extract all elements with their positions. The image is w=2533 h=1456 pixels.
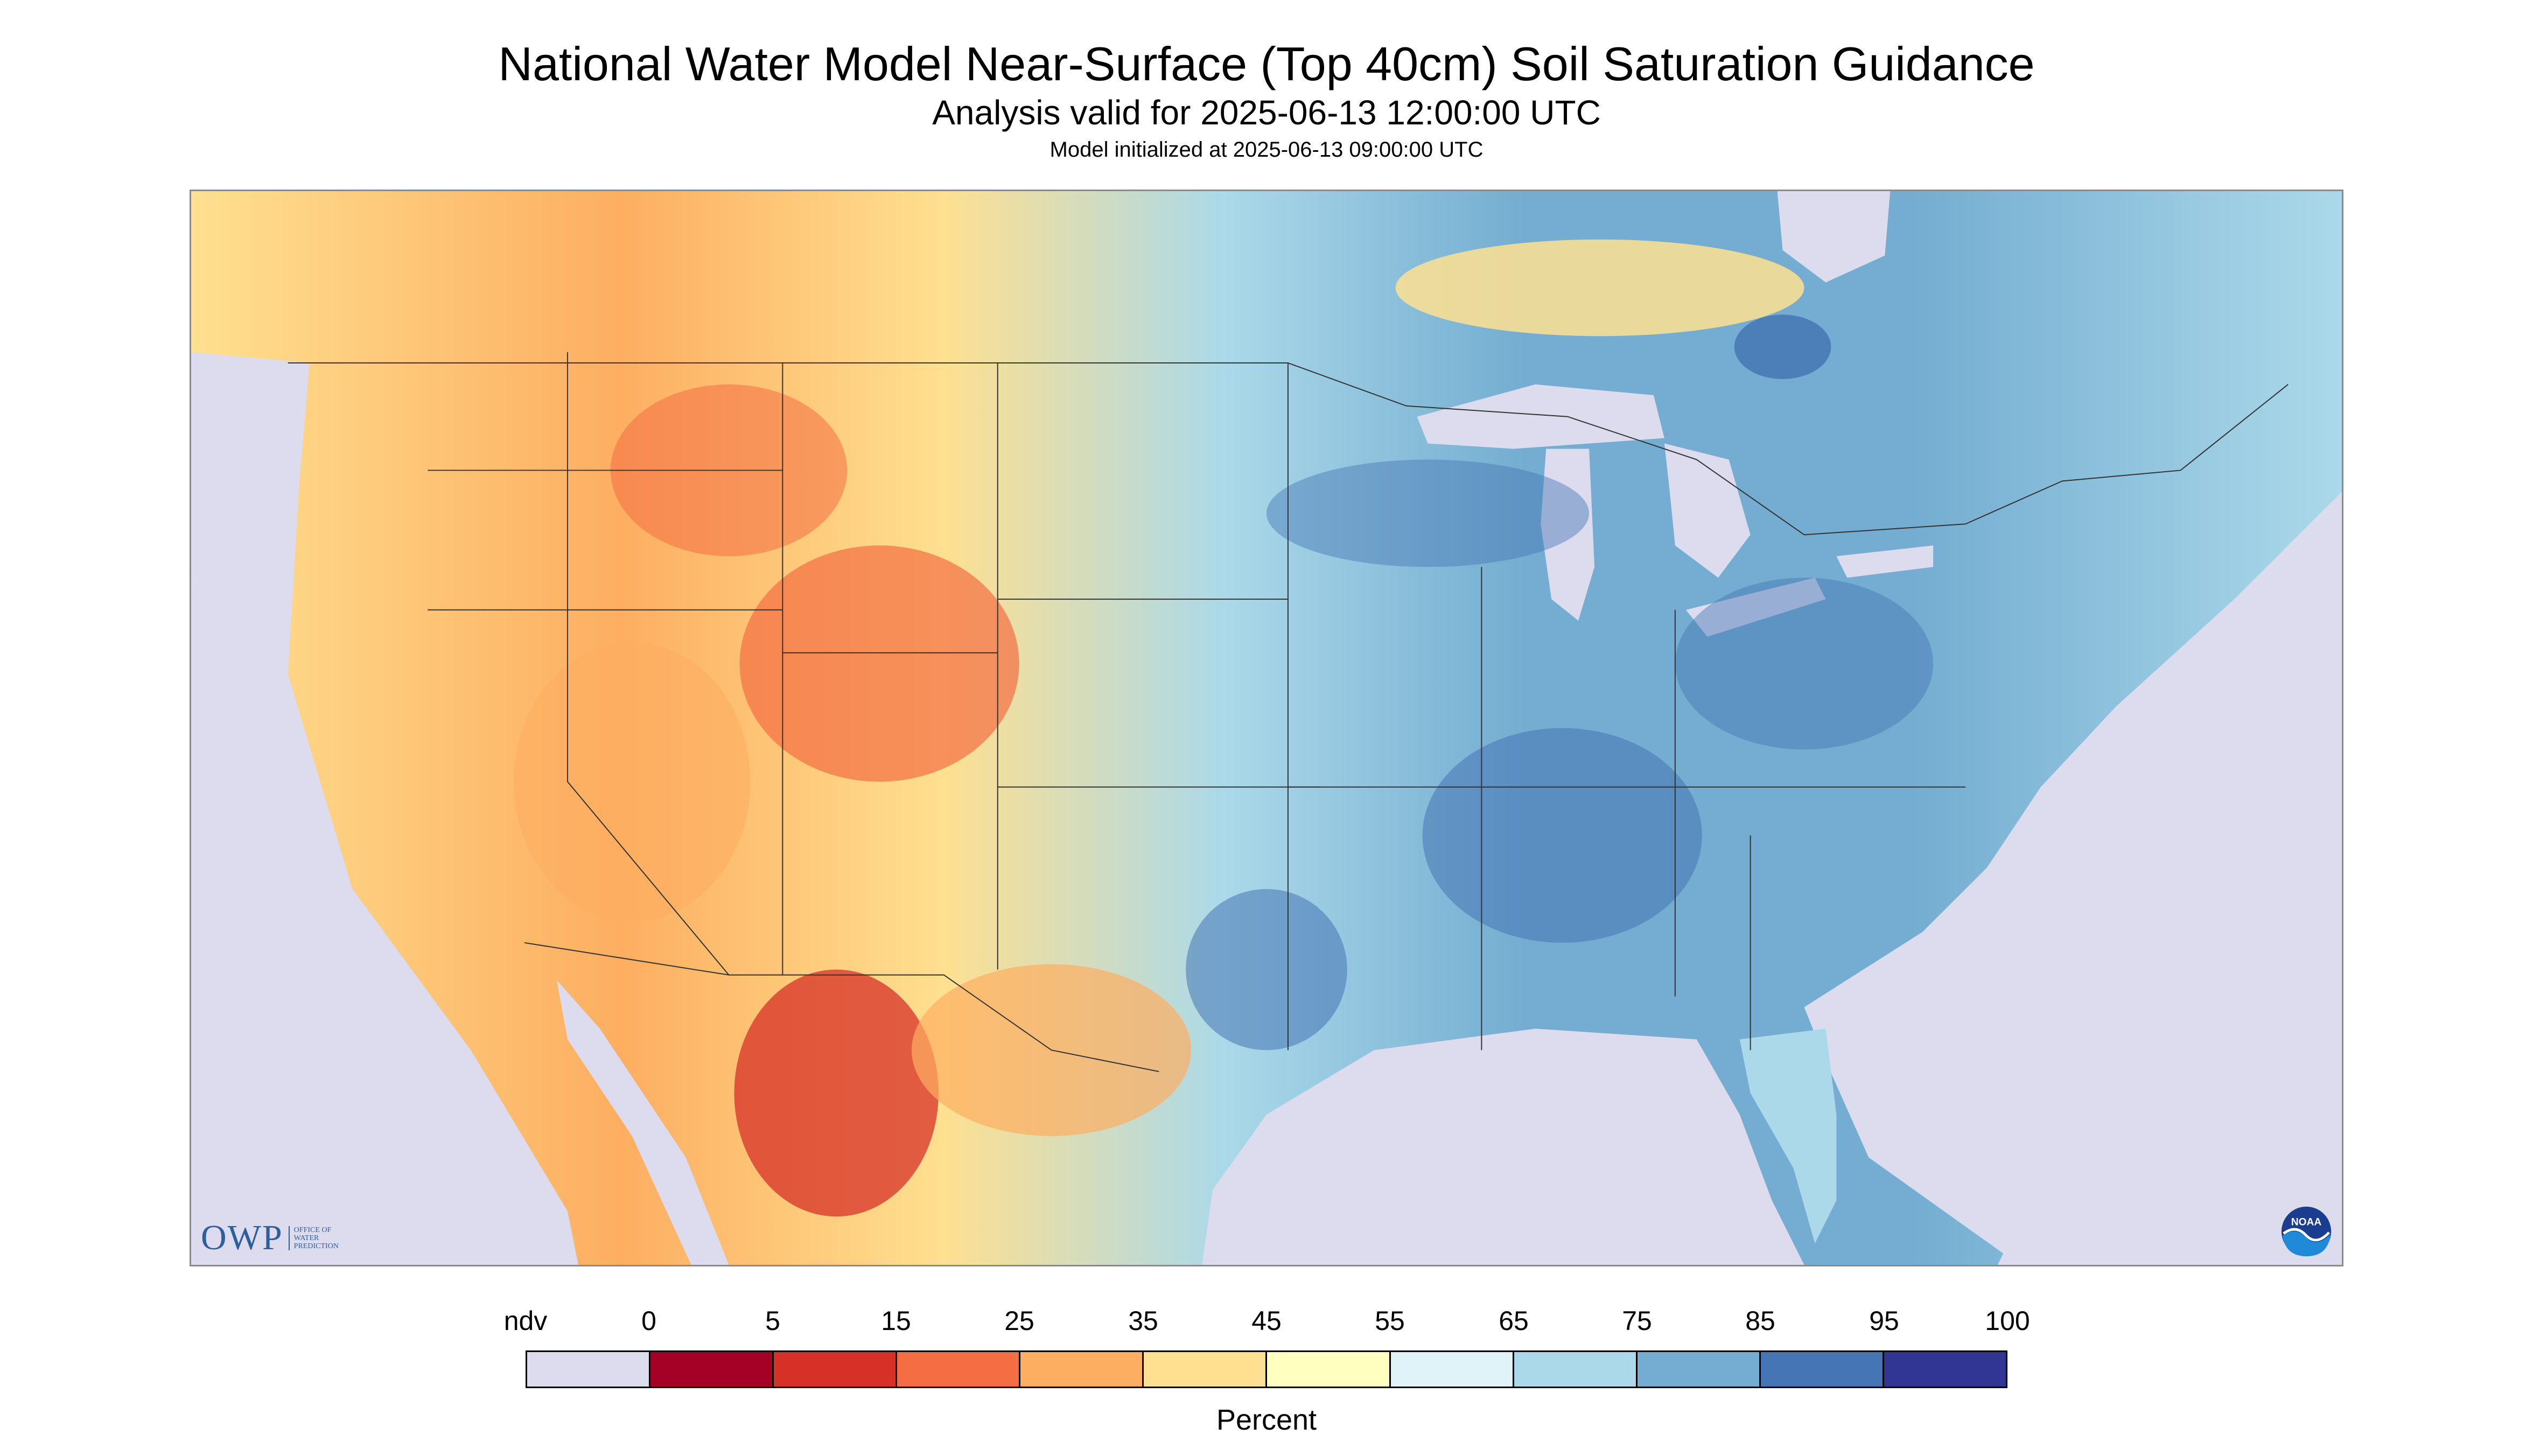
legend-label-ndv: ndv xyxy=(503,1306,548,1336)
legend-label-100: 100 xyxy=(1985,1306,2030,1336)
lake-ontario xyxy=(1836,545,1934,578)
legend-label-85: 85 xyxy=(1745,1306,1775,1336)
hudson-bay xyxy=(1777,191,1891,283)
legend-label-25: 25 xyxy=(1004,1306,1034,1336)
colorbar-segment-5-15 xyxy=(774,1352,898,1387)
noaa-logo: NOAA xyxy=(2281,1206,2332,1257)
ndv-area-west xyxy=(191,566,471,1265)
map-title: National Water Model Near-Surface (Top 4… xyxy=(498,37,2035,90)
florida xyxy=(1739,1028,1837,1244)
dry-patch-ontario xyxy=(1395,239,1804,337)
colorbar-segment-ndv xyxy=(527,1352,651,1387)
colorbar-segment-45-55 xyxy=(1267,1352,1391,1387)
colorbar-segment-95-100 xyxy=(1884,1352,2006,1387)
colorbar-segment-0-5 xyxy=(650,1352,774,1387)
pacific-ocean xyxy=(191,352,578,1265)
legend-label-15: 15 xyxy=(881,1306,911,1336)
noaa-logo-text: NOAA xyxy=(2291,1216,2322,1228)
colorbar-segment-55-65 xyxy=(1390,1352,1514,1387)
legend-label-45: 45 xyxy=(1251,1306,1282,1336)
owp-logo-subtext: OFFICE OF WATER PREDICTION xyxy=(288,1226,339,1250)
map-canvas xyxy=(191,191,2342,1265)
legend-label-35: 35 xyxy=(1128,1306,1158,1336)
atlantic-ocean xyxy=(1804,492,2342,1265)
legend-label-0: 0 xyxy=(641,1306,656,1336)
us-mexico-border xyxy=(524,942,1159,1073)
lake-superior xyxy=(1417,384,1664,449)
owp-sub-line-1: OFFICE OF xyxy=(293,1226,332,1234)
lake-erie xyxy=(1685,577,1826,637)
legend-label-5: 5 xyxy=(765,1306,780,1336)
owp-logo: OWP OFFICE OF WATER PREDICTION xyxy=(201,1217,339,1258)
legend-label-65: 65 xyxy=(1499,1306,1529,1336)
analysis-valid-time: Analysis valid for 2025-06-13 12:00:00 U… xyxy=(932,93,1601,132)
dry-patch-mexico xyxy=(734,969,939,1217)
legend-label-55: 55 xyxy=(1375,1306,1405,1336)
colorbar-segment-75-85 xyxy=(1637,1352,1761,1387)
dry-patch-nevada xyxy=(514,642,751,921)
owp-sub-line-2: WATER xyxy=(293,1234,319,1242)
model-init-time: Model initialized at 2025-06-13 09:00:00… xyxy=(1049,138,1484,162)
wet-patch-arkansas xyxy=(1422,728,1702,943)
legend-label-75: 75 xyxy=(1622,1306,1652,1336)
colorbar-segment-25-35 xyxy=(1020,1352,1144,1387)
lake-huron xyxy=(1664,443,1751,578)
colorbar-title: Percent xyxy=(1216,1404,1317,1436)
wet-patch-midwest xyxy=(1266,459,1590,567)
wet-patch-texas xyxy=(1186,889,1347,1051)
gulf-of-california xyxy=(556,980,729,1265)
legend-label-95: 95 xyxy=(1869,1306,1899,1336)
state-boundaries xyxy=(288,352,2289,1073)
colorbar-segment-35-45 xyxy=(1144,1352,1268,1387)
soil-saturation-map: OWP OFFICE OF WATER PREDICTION NOAA xyxy=(190,190,2343,1266)
colorbar-segment-15-25 xyxy=(897,1352,1021,1387)
gulf-of-mexico xyxy=(1202,1028,1804,1265)
wet-patch-quebec xyxy=(1734,314,1831,379)
colorbar xyxy=(526,1350,2007,1388)
owp-logo-text: OWP xyxy=(201,1218,283,1257)
colorbar-segment-65-75 xyxy=(1514,1352,1638,1387)
wet-patch-ohio xyxy=(1675,577,1934,750)
colorbar-segment-85-95 xyxy=(1760,1352,1884,1387)
owp-sub-line-3: PREDICTION xyxy=(293,1242,339,1250)
dry-patch-colorado xyxy=(739,545,1019,782)
lake-michigan xyxy=(1541,449,1595,621)
